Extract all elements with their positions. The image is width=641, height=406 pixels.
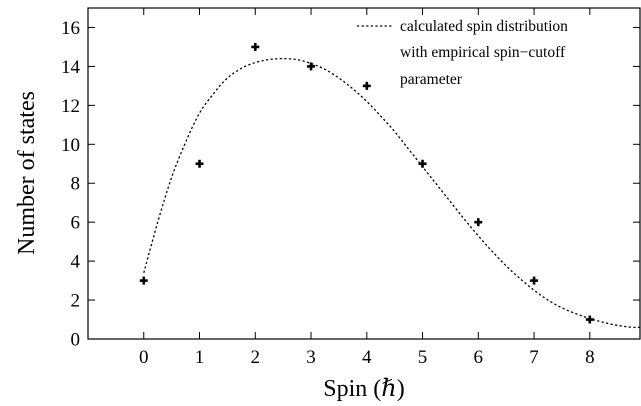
x-tick-label: 8: [585, 347, 595, 368]
x-tick-label: 7: [529, 347, 539, 368]
y-tick-label: 0: [71, 330, 81, 351]
data-point: [418, 159, 427, 168]
axis-ticks: [88, 8, 640, 340]
data-point: [530, 276, 539, 285]
x-tick-label: 2: [251, 347, 261, 368]
data-point: [251, 42, 260, 51]
y-tick-label: 8: [71, 174, 81, 195]
y-tick-label: 6: [71, 213, 81, 234]
legend-label-line-1: calculated spin distribution: [400, 18, 568, 35]
data-points: [139, 42, 594, 324]
y-tick-label: 4: [71, 252, 81, 273]
legend: calculated spin distribution with empiri…: [357, 18, 568, 88]
data-point: [307, 62, 316, 71]
x-tick-label: 6: [474, 347, 484, 368]
y-tick-label: 10: [61, 135, 80, 156]
x-tick-label: 0: [139, 347, 149, 368]
y-tick-label: 12: [61, 96, 80, 117]
legend-label-line-3: parameter: [400, 71, 463, 88]
x-tick-label: 1: [195, 347, 205, 368]
data-point: [474, 218, 483, 227]
y-tick-label: 16: [61, 18, 80, 39]
x-tick-label: 4: [362, 347, 372, 368]
plot-frame: [87, 7, 641, 340]
x-tick-label: 5: [418, 347, 428, 368]
data-point: [139, 276, 148, 285]
data-point: [195, 159, 204, 168]
data-point: [585, 315, 594, 324]
legend-label-line-2: with empirical spin−cutoff: [400, 44, 566, 61]
x-axis-label: Spin (ℏ): [323, 376, 404, 402]
y-tick-label: 2: [71, 291, 81, 312]
y-axis-label: Number of states: [14, 91, 40, 255]
x-tick-label: 3: [306, 347, 316, 368]
y-tick-label: 14: [61, 57, 81, 78]
calculated-distribution-curve: [143, 57, 641, 329]
data-point: [362, 81, 371, 90]
